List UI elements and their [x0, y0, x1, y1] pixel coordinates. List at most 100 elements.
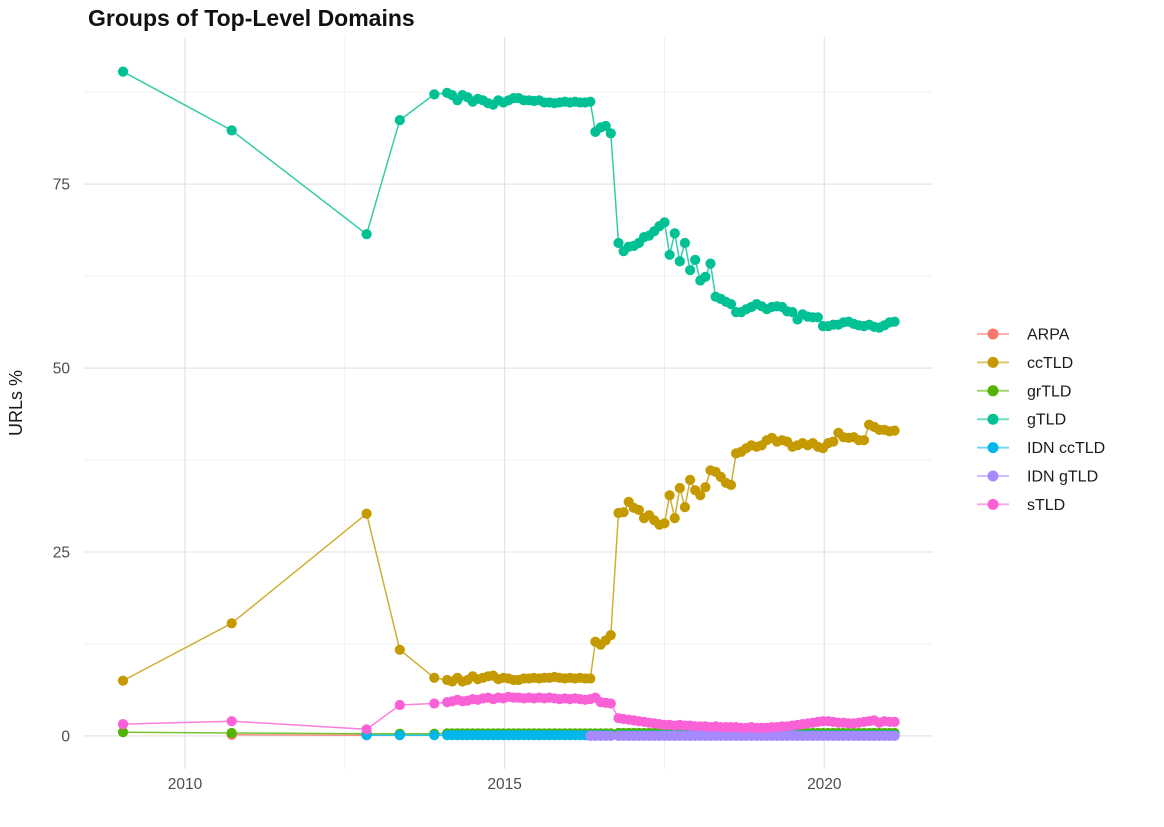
series-line [122, 70, 895, 329]
data-point [605, 630, 616, 641]
data-point [361, 724, 372, 735]
data-point [659, 217, 670, 228]
data-point [685, 474, 696, 485]
data-point [117, 675, 129, 686]
data-point [394, 699, 405, 711]
data-point [394, 644, 405, 655]
x-tick-label: 2010 [168, 776, 203, 793]
data-point [889, 730, 900, 742]
data-point [787, 307, 798, 318]
chart-title: Groups of Top-Level Domains [88, 5, 415, 31]
y-axis-title: URLs % [6, 370, 26, 436]
legend-label: gTLD [1027, 412, 1066, 429]
data-point [664, 490, 675, 501]
data-point [226, 618, 237, 629]
data-point [429, 730, 440, 741]
legend-label: sTLD [1027, 497, 1065, 514]
data-point [394, 115, 405, 126]
data-point [674, 482, 685, 494]
data-point [690, 254, 701, 265]
legend-label: ccTLD [1027, 355, 1073, 372]
legend-key-dot [987, 328, 999, 340]
legend-item-grtld: grTLD [977, 383, 1071, 400]
data-point [605, 698, 616, 709]
series-stld [117, 691, 900, 735]
data-point [705, 258, 716, 269]
y-tick-label: 75 [53, 177, 70, 194]
data-point [858, 435, 870, 446]
series-cctld [117, 419, 900, 687]
gridlines [84, 37, 933, 769]
data-series [117, 66, 900, 742]
legend-label: grTLD [1027, 383, 1071, 400]
legend-item-stld: sTLD [977, 497, 1065, 514]
data-point [361, 508, 372, 519]
data-point [429, 89, 440, 100]
data-point [679, 237, 691, 249]
data-point [633, 504, 645, 516]
series-arpa [226, 729, 372, 741]
data-point [659, 518, 670, 529]
legend-key-dot [987, 413, 999, 425]
x-axis-tick-labels: 2010 2015 2020 [168, 776, 842, 793]
legend-label: IDN gTLD [1027, 469, 1098, 486]
y-tick-label: 0 [61, 728, 70, 745]
data-point [429, 672, 440, 683]
legend-item-arpa: ARPA [977, 327, 1070, 344]
data-point [600, 120, 611, 132]
y-axis-tick-labels: 0 25 50 75 [53, 177, 71, 746]
y-tick-label: 25 [53, 544, 70, 561]
data-point [429, 698, 440, 709]
data-point [585, 673, 596, 684]
data-point [618, 507, 629, 518]
data-point [725, 479, 737, 491]
data-point [613, 237, 624, 249]
data-point [669, 513, 680, 524]
data-point [700, 271, 711, 282]
legend-key-dot [987, 385, 999, 397]
legend-key-dot [987, 470, 999, 482]
data-point [674, 256, 685, 267]
y-tick-label: 50 [53, 361, 71, 378]
data-point [226, 727, 237, 739]
data-point [700, 482, 711, 493]
legend-item-idn-gtld: IDN gTLD [977, 469, 1098, 486]
data-point [685, 265, 696, 276]
series-gtld [117, 66, 900, 333]
data-point [585, 96, 596, 107]
legend-key-dot [987, 356, 999, 368]
data-point [889, 425, 900, 436]
x-tick-label: 2015 [487, 776, 521, 793]
data-point [605, 730, 616, 742]
data-point [889, 716, 900, 728]
legend-item-gtld: gTLD [977, 412, 1066, 429]
data-point [117, 66, 129, 77]
data-point [679, 502, 691, 513]
data-point [361, 229, 372, 240]
series-idn-gtld [585, 730, 900, 742]
data-point [664, 249, 675, 260]
data-point [117, 719, 129, 730]
data-point [812, 312, 824, 323]
legend-key-dot [987, 442, 999, 454]
data-point [889, 316, 900, 327]
data-point [605, 128, 616, 139]
data-point [117, 727, 129, 738]
data-point [828, 436, 839, 447]
legend: ARPA ccTLD grTLD gTLD IDN ccTLD IDN gTLD sTLD [977, 327, 1105, 514]
legend-label: IDN ccTLD [1027, 440, 1105, 457]
legend-label: ARPA [1027, 327, 1070, 344]
legend-item-cctld: ccTLD [977, 355, 1073, 372]
data-point [394, 730, 405, 741]
data-point [226, 716, 237, 727]
legend-key-dot [987, 498, 999, 510]
data-point [226, 125, 237, 136]
data-point [725, 299, 737, 310]
data-point [669, 228, 680, 239]
data-point [695, 490, 706, 501]
legend-item-idn-cctld: IDN ccTLD [977, 440, 1105, 457]
series-line [122, 423, 895, 683]
x-tick-label: 2020 [807, 776, 842, 793]
